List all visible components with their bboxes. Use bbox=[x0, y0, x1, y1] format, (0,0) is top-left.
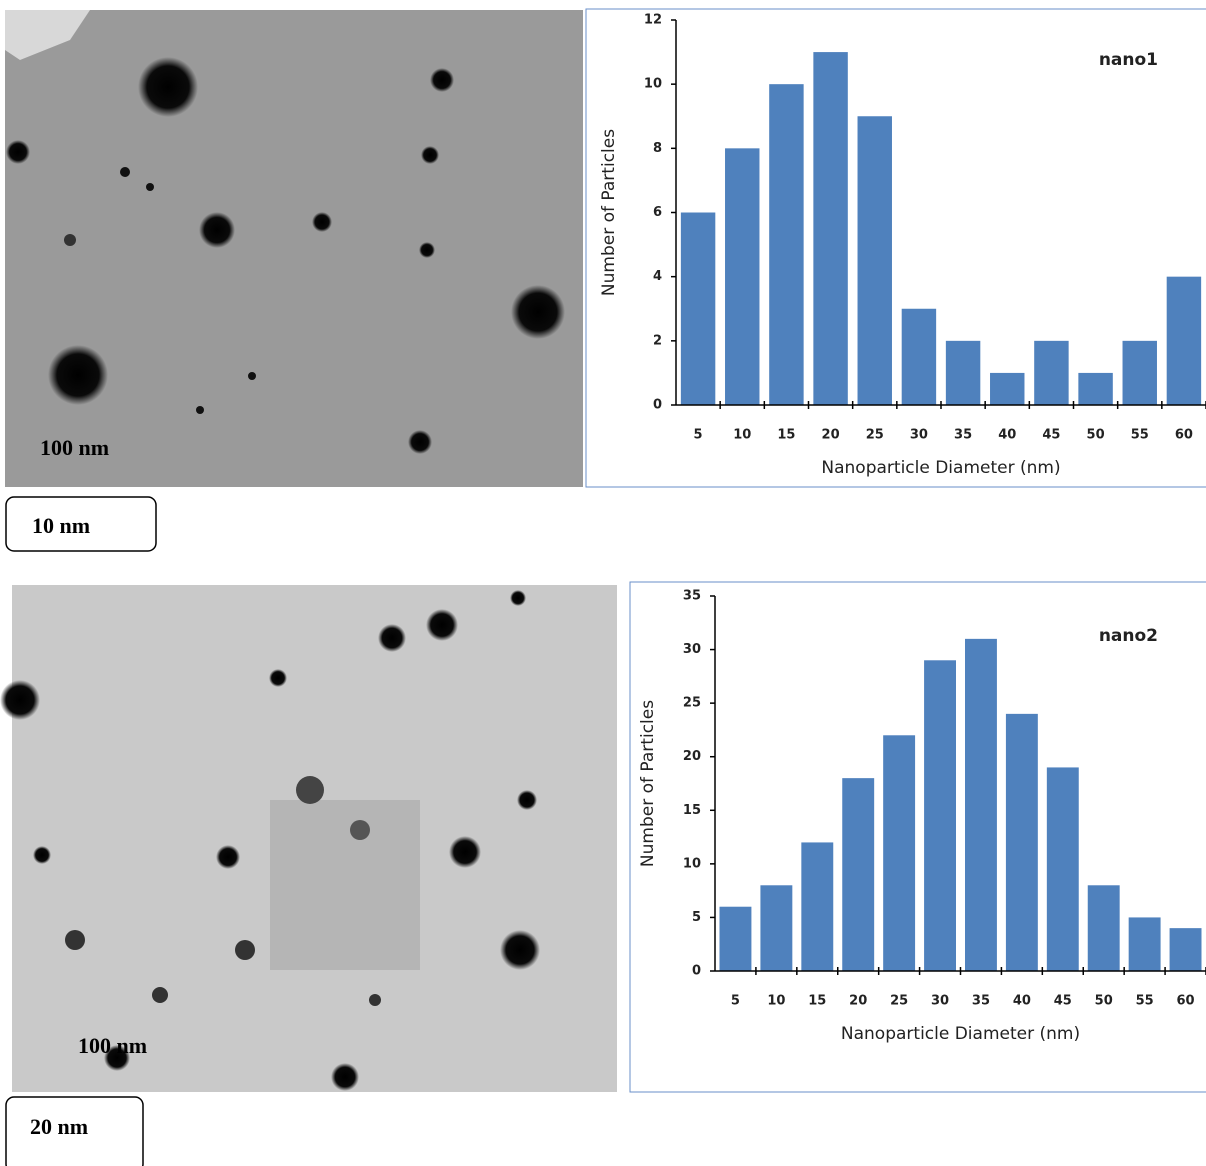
x-tick-label: 45 bbox=[1054, 994, 1072, 1009]
y-tick-label: 10 bbox=[644, 77, 662, 92]
caption: 20 nm bbox=[30, 1114, 88, 1139]
bar bbox=[1166, 276, 1202, 405]
bar bbox=[1087, 885, 1120, 971]
y-tick-label: 35 bbox=[683, 589, 701, 604]
x-tick-label: 45 bbox=[1042, 428, 1060, 443]
bar bbox=[760, 885, 793, 971]
annotation: nano2 bbox=[1099, 626, 1158, 646]
x-axis-title: Nanoparticle Diameter (nm) bbox=[821, 458, 1060, 478]
y-tick-label: 0 bbox=[692, 964, 701, 979]
bar bbox=[883, 735, 916, 971]
bar bbox=[1005, 713, 1038, 971]
x-tick-label: 20 bbox=[849, 994, 867, 1009]
y-tick-label: 4 bbox=[653, 269, 662, 284]
caption-box bbox=[5, 1096, 144, 1166]
scale-label: 100 nm bbox=[78, 1033, 147, 1058]
bar bbox=[1034, 340, 1069, 405]
x-tick-label: 35 bbox=[954, 428, 972, 443]
x-tick-label: 55 bbox=[1136, 994, 1154, 1009]
caption-box bbox=[5, 496, 157, 552]
bar bbox=[719, 906, 752, 971]
bar bbox=[801, 842, 834, 971]
x-tick-label: 60 bbox=[1175, 428, 1193, 443]
y-tick-label: 25 bbox=[683, 696, 701, 711]
y-tick-label: 0 bbox=[653, 398, 662, 413]
bar bbox=[857, 116, 892, 405]
y-tick-label: 20 bbox=[683, 749, 701, 764]
bar bbox=[1169, 928, 1202, 971]
y-tick-label: 2 bbox=[653, 333, 662, 348]
x-tick-label: 5 bbox=[694, 428, 703, 443]
y-axis-title: Number of Particles bbox=[599, 129, 619, 296]
x-tick-label: 10 bbox=[733, 428, 751, 443]
x-axis-title: Nanoparticle Diameter (nm) bbox=[841, 1024, 1080, 1044]
x-tick-label: 60 bbox=[1176, 994, 1194, 1009]
x-tick-label: 15 bbox=[777, 428, 795, 443]
y-axis-title: Number of Particles bbox=[638, 700, 658, 867]
bar bbox=[813, 52, 848, 405]
scale-label: 100 nm bbox=[40, 435, 109, 460]
x-tick-label: 25 bbox=[866, 428, 884, 443]
tem-image-2 bbox=[0, 585, 617, 1092]
chart-frame bbox=[629, 581, 1206, 1093]
x-tick-label: 40 bbox=[998, 428, 1016, 443]
bar bbox=[1122, 340, 1157, 405]
x-tick-label: 35 bbox=[972, 994, 990, 1009]
y-tick-label: 10 bbox=[683, 856, 701, 871]
x-tick-label: 25 bbox=[890, 994, 908, 1009]
y-tick-label: 8 bbox=[653, 141, 662, 156]
bar bbox=[965, 638, 997, 971]
x-tick-label: 5 bbox=[731, 994, 740, 1009]
y-tick-label: 30 bbox=[683, 642, 701, 657]
x-tick-label: 30 bbox=[910, 428, 928, 443]
y-tick-label: 5 bbox=[692, 910, 701, 925]
y-tick-label: 15 bbox=[683, 803, 701, 818]
bar bbox=[990, 372, 1025, 405]
bar bbox=[1046, 767, 1079, 971]
x-tick-label: 15 bbox=[808, 994, 826, 1009]
x-tick-label: 50 bbox=[1087, 428, 1105, 443]
bar bbox=[924, 660, 956, 971]
y-tick-label: 12 bbox=[644, 13, 662, 28]
annotation: nano1 bbox=[1099, 50, 1158, 70]
caption: 10 nm bbox=[32, 513, 90, 538]
bar bbox=[901, 308, 937, 405]
y-tick-label: 6 bbox=[653, 205, 662, 220]
bar bbox=[680, 212, 716, 405]
bar bbox=[769, 84, 804, 406]
x-tick-label: 20 bbox=[822, 428, 840, 443]
chart-frame bbox=[585, 8, 1206, 488]
bar bbox=[725, 148, 760, 406]
x-tick-label: 50 bbox=[1095, 994, 1113, 1009]
x-tick-label: 40 bbox=[1013, 994, 1031, 1009]
bar bbox=[1078, 372, 1113, 405]
bar bbox=[842, 778, 875, 971]
bar bbox=[945, 340, 981, 405]
bar bbox=[1128, 917, 1161, 971]
tem-image-1 bbox=[5, 10, 583, 487]
x-tick-label: 10 bbox=[767, 994, 785, 1009]
x-tick-label: 55 bbox=[1131, 428, 1149, 443]
x-tick-label: 30 bbox=[931, 994, 949, 1009]
